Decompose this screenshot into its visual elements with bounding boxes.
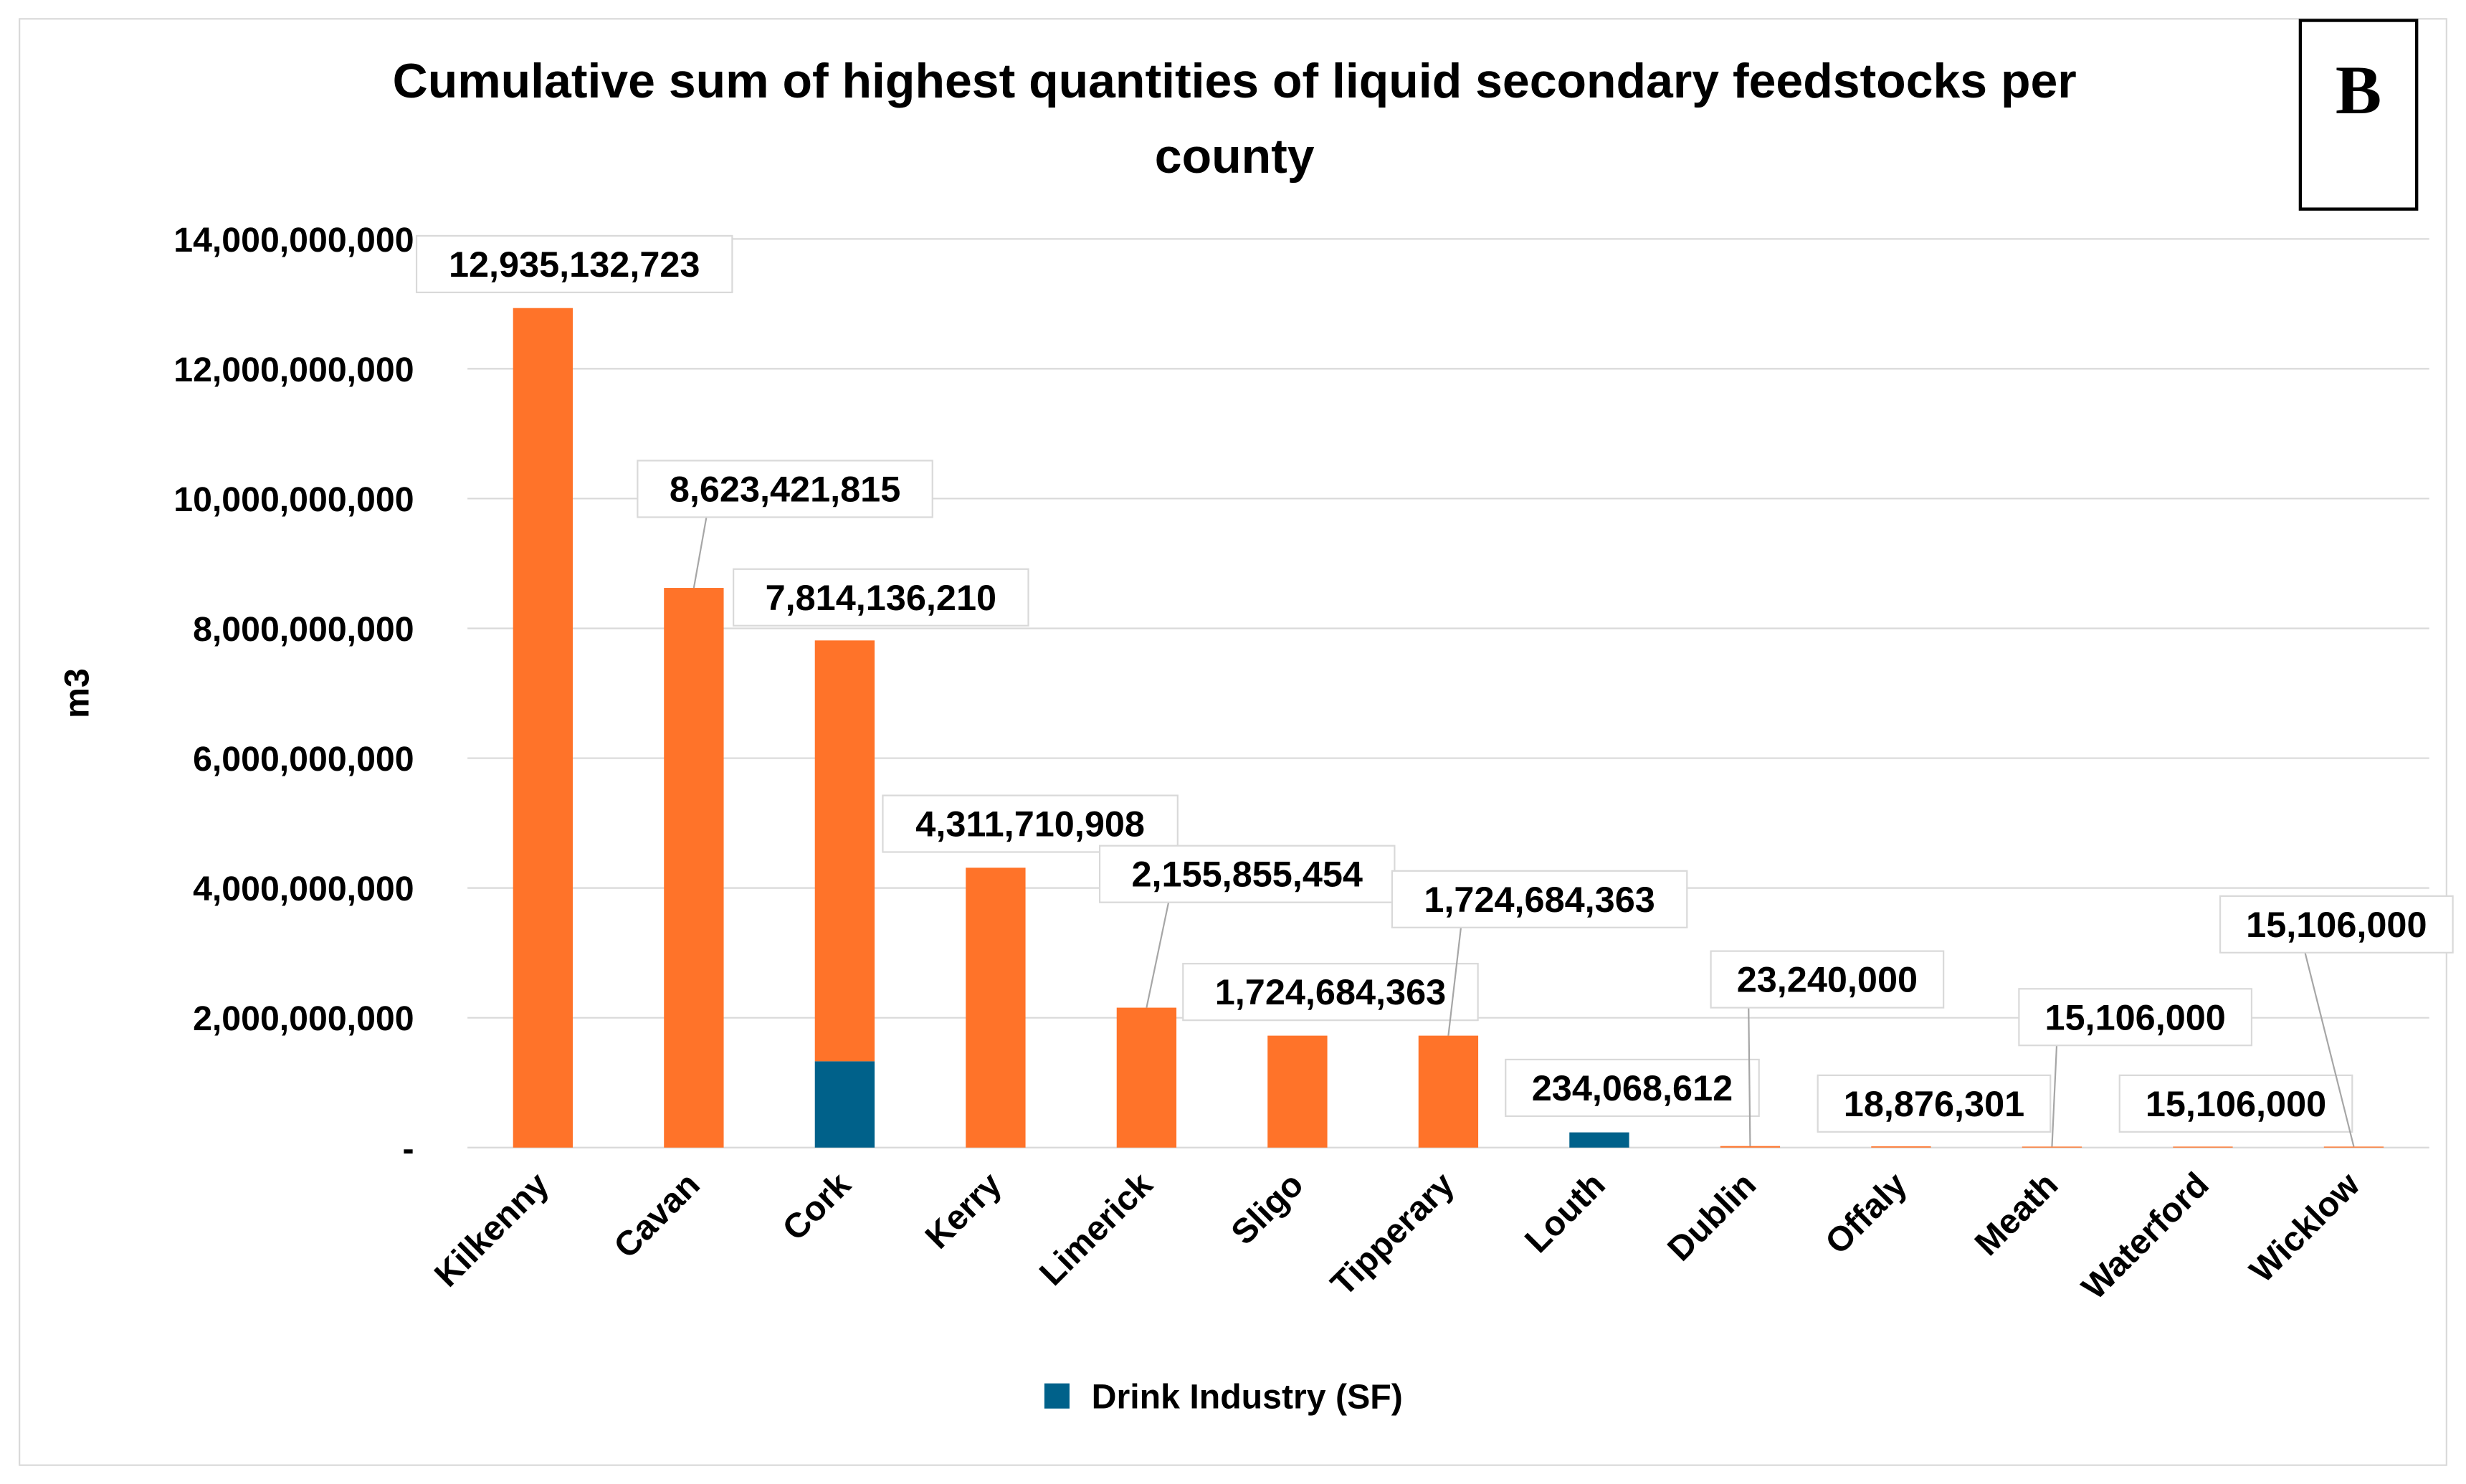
data-label-meath: 15,106,000 xyxy=(2044,997,2225,1037)
data-label-cavan: 8,623,421,815 xyxy=(670,469,900,510)
data-label-box xyxy=(2018,988,2253,1047)
bar-kilkenny-series-1 xyxy=(513,308,573,1148)
data-label-kerry: 4,311,710,908 xyxy=(915,804,1145,845)
data-label-sligo: 1,724,684,363 xyxy=(1215,971,1446,1012)
data-label-box xyxy=(2219,895,2454,953)
leader-line xyxy=(2304,952,2355,1147)
leader-line xyxy=(2051,1045,2058,1147)
leader-line xyxy=(1748,1007,1751,1146)
bar-cork-series-0 xyxy=(814,1061,875,1148)
y-axis-label: m3 xyxy=(58,668,97,718)
bar-meath-series-1 xyxy=(2022,1146,2082,1148)
bar-sligo-series-1 xyxy=(1267,1035,1328,1148)
leader-line xyxy=(1447,927,1462,1036)
leader-line xyxy=(692,517,708,589)
y-tick-label: 2,000,000,000 xyxy=(193,999,414,1038)
bar-dublin-series-1 xyxy=(1720,1146,1781,1148)
legend-swatch-drink-industry xyxy=(1044,1383,1070,1409)
leader-line xyxy=(1146,902,1170,1008)
data-label-dublin: 23,240,000 xyxy=(1737,959,1918,1000)
data-label-waterford: 15,106,000 xyxy=(2146,1083,2326,1124)
bar-cork-series-1 xyxy=(814,640,875,1062)
y-tick-label: 12,000,000,000 xyxy=(173,351,414,389)
data-label-box xyxy=(733,568,1029,627)
data-label-box xyxy=(415,234,733,293)
y-tick-label: 8,000,000,000 xyxy=(193,610,414,649)
data-label-box xyxy=(1505,1058,1760,1117)
y-tick-label: 4,000,000,000 xyxy=(193,870,414,908)
data-label-box xyxy=(1391,870,1688,928)
y-tick-label: - xyxy=(402,1129,414,1168)
data-label-box xyxy=(1817,1074,2052,1133)
bar-limerick-series-1 xyxy=(1116,1007,1177,1148)
data-label-box xyxy=(1182,963,1479,1022)
bar-offaly-series-1 xyxy=(1871,1146,1931,1148)
data-label-box xyxy=(1098,845,1396,903)
bar-tipperary-series-1 xyxy=(1418,1035,1479,1148)
bar-wicklow-series-1 xyxy=(2323,1146,2384,1148)
bar-waterford-series-1 xyxy=(2173,1146,2233,1148)
y-tick-label: 6,000,000,000 xyxy=(193,740,414,779)
data-label-wicklow: 15,106,000 xyxy=(2246,904,2427,945)
y-tick-label: 10,000,000,000 xyxy=(173,480,414,519)
data-label-louth: 234,068,612 xyxy=(1532,1067,1733,1108)
data-label-offaly: 18,876,301 xyxy=(1844,1083,2024,1124)
bar-louth-series-0 xyxy=(1569,1132,1629,1148)
data-label-limerick: 2,155,855,454 xyxy=(1132,854,1363,895)
chart-title-line-2: county xyxy=(1155,129,1315,184)
bar-cavan-series-1 xyxy=(664,588,724,1148)
panel-letter-box xyxy=(2298,19,2419,211)
legend: Drink Industry (SF) xyxy=(1044,1378,1403,1417)
bar-kerry-series-1 xyxy=(966,867,1026,1148)
data-label-box xyxy=(637,460,933,518)
data-label-box xyxy=(1710,950,1945,1009)
data-label-cork: 7,814,136,210 xyxy=(766,577,996,618)
data-label-box xyxy=(2118,1074,2353,1133)
legend-label-drink-industry: Drink Industry (SF) xyxy=(1092,1378,1403,1417)
data-label-tipperary: 1,724,684,363 xyxy=(1424,879,1655,920)
panel-letter: B xyxy=(2336,52,2381,128)
data-label-kilkenny: 12,935,132,723 xyxy=(449,244,700,285)
y-tick-label: 14,000,000,000 xyxy=(173,221,414,260)
chart-title-line-1: Cumulative sum of highest quantities of … xyxy=(393,54,2077,108)
data-label-box xyxy=(882,794,1179,853)
